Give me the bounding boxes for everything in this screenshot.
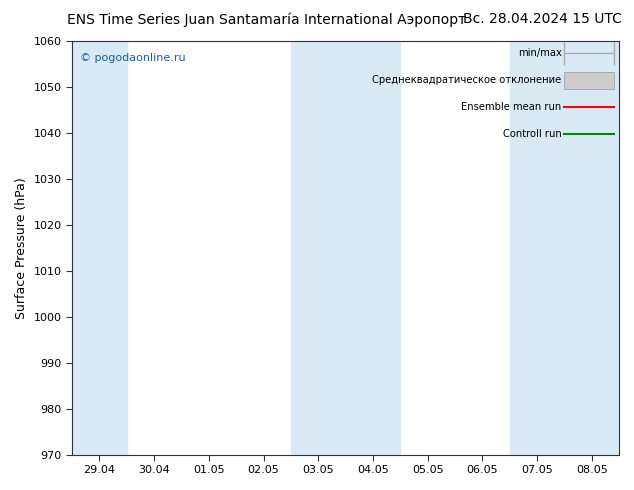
Text: min/max: min/max — [518, 49, 562, 58]
Bar — [72, 41, 127, 455]
Text: Controll run: Controll run — [503, 129, 562, 139]
Text: Ensemble mean run: Ensemble mean run — [462, 102, 562, 112]
Bar — [564, 72, 614, 89]
Text: © pogodaonline.ru: © pogodaonline.ru — [81, 53, 186, 64]
Text: Вс. 28.04.2024 15 UTC: Вс. 28.04.2024 15 UTC — [463, 12, 621, 26]
Bar — [291, 41, 400, 455]
Bar — [510, 41, 619, 455]
Text: ENS Time Series Juan Santamaría International Аэропорт: ENS Time Series Juan Santamaría Internat… — [67, 12, 466, 27]
Y-axis label: Surface Pressure (hPa): Surface Pressure (hPa) — [15, 177, 28, 318]
Text: Среднеквадратическое отклонение: Среднеквадратическое отклонение — [372, 75, 562, 85]
